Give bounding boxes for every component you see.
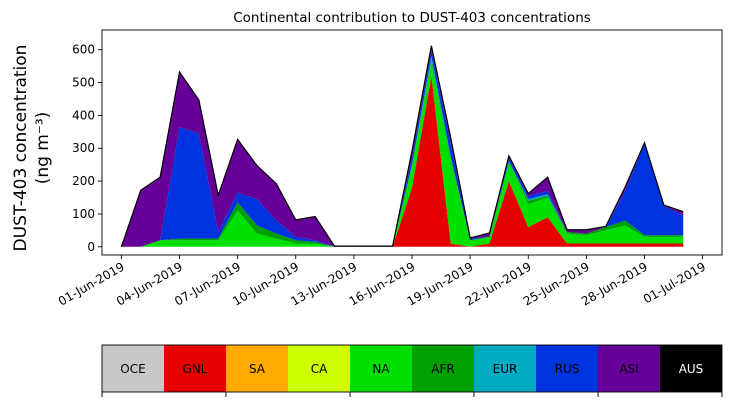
y-axis-label-line2: (ng m⁻³) bbox=[33, 112, 53, 185]
legend-label-sa: SA bbox=[249, 362, 266, 376]
legend-label-rus: RUS bbox=[555, 362, 580, 376]
legend-label-ca: CA bbox=[311, 362, 328, 376]
y-tick-label: 500 bbox=[72, 76, 95, 90]
y-tick-label: 300 bbox=[72, 141, 95, 155]
legend-swatch-oce bbox=[102, 345, 164, 392]
plot-area bbox=[120, 45, 684, 247]
axes: 010020030040050060001-Jun-201904-Jun-201… bbox=[56, 29, 723, 309]
y-axis-label-line1: DUST-403 concentration bbox=[11, 45, 31, 252]
series-area-rus bbox=[121, 49, 684, 247]
legend-swatch-gnl bbox=[164, 345, 226, 392]
legend-frame bbox=[101, 344, 723, 393]
legend-label-na: NA bbox=[372, 362, 390, 376]
series-area-na bbox=[121, 62, 684, 247]
x-tick-label: 01-Jul-2019 bbox=[641, 259, 708, 306]
y-tick-label: 600 bbox=[72, 43, 95, 57]
y-tick-label: 400 bbox=[72, 108, 95, 122]
legend-swatch-na bbox=[350, 345, 412, 392]
legend-label-gnl: GNL bbox=[183, 362, 208, 376]
legend-swatch-asi bbox=[598, 345, 660, 392]
legend-swatch-aus bbox=[660, 345, 722, 392]
legend-swatch-rus bbox=[536, 345, 598, 392]
legend-swatch-eur bbox=[474, 345, 536, 392]
legend-swatch-ca bbox=[288, 345, 350, 392]
legend-label-aus: AUS bbox=[679, 362, 704, 376]
y-tick-label: 200 bbox=[72, 174, 95, 188]
series-area-asi bbox=[121, 46, 684, 247]
x-tick-label: 28-Jun-2019 bbox=[579, 259, 650, 308]
chart-title: Continental contribution to DUST-403 con… bbox=[233, 10, 591, 26]
legend-label-afr: AFR bbox=[431, 362, 454, 376]
legend: OCE GNL SA CA NA AFR EUR RUS ASI AUS bbox=[101, 344, 723, 397]
legend-label-oce: OCE bbox=[120, 362, 145, 376]
y-axis-label: DUST-403 concentration (ng m⁻³) bbox=[11, 45, 53, 252]
total-outline bbox=[120, 45, 684, 247]
legend-label-asi: ASI bbox=[619, 362, 638, 376]
y-tick-label: 100 bbox=[72, 207, 95, 221]
legend-label-eur: EUR bbox=[493, 362, 518, 376]
y-tick-label: 0 bbox=[87, 240, 95, 254]
legend-swatch-sa bbox=[226, 345, 288, 392]
legend-swatch-afr bbox=[412, 345, 474, 392]
